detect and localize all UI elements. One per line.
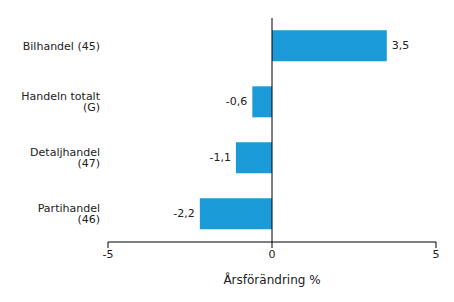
svg-text:-5: -5: [103, 248, 114, 261]
svg-text:Bilhandel (45): Bilhandel (45): [23, 40, 100, 53]
svg-text:0: 0: [269, 248, 276, 261]
svg-text:Handeln totalt(G): Handeln totalt(G): [21, 90, 100, 114]
svg-text:Partihandel(46): Partihandel(46): [38, 202, 100, 226]
svg-text:5: 5: [433, 248, 440, 261]
svg-text:Detaljhandel(47): Detaljhandel(47): [30, 146, 100, 170]
svg-text:3,5: 3,5: [392, 39, 410, 52]
svg-text:-0,6: -0,6: [226, 95, 247, 108]
svg-text:-2,2: -2,2: [173, 207, 194, 220]
svg-text:Årsförändring %: Årsförändring %: [223, 272, 320, 287]
svg-text:-1,1: -1,1: [209, 151, 230, 164]
